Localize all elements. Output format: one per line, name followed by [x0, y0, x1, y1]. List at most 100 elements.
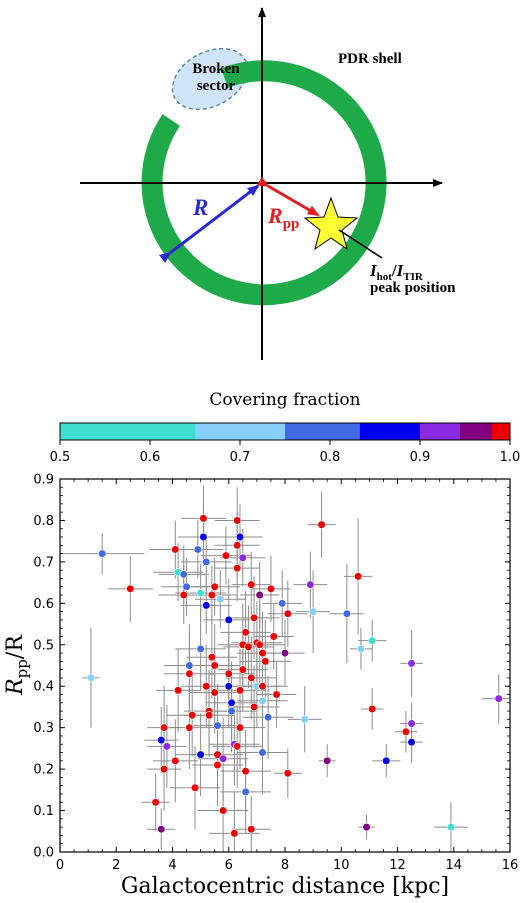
- broken-sector-label-line2: sector: [197, 78, 236, 94]
- data-point: [247, 825, 256, 834]
- data-point: [247, 580, 256, 589]
- axis-ticks: 0 2 4 6 8 10 12 14 16 0.0 0.1 0.2 0.3 0.4 0.5 0.6 0.7 0.8…: [33, 473, 518, 874]
- data-point: [401, 727, 411, 736]
- colorbar-segment-2: [285, 423, 360, 440]
- colorbar-segment-6: [492, 423, 510, 440]
- data-point: [185, 723, 194, 732]
- y-tick-label: 0.4: [33, 680, 54, 695]
- pdr-diagram: Broken sector PDR shell R Rpp Ihot/ITIR …: [80, 7, 456, 360]
- x-tick-label: 4: [168, 858, 176, 873]
- data-point: [190, 783, 200, 792]
- data-point: [356, 644, 366, 654]
- data-point: [283, 769, 292, 778]
- colorbar-tick-label: 0.8: [320, 450, 341, 465]
- radius-arrow: [159, 184, 260, 264]
- colorbar-tick-label: 0.9: [410, 450, 431, 465]
- y-tick-label: 0.9: [33, 473, 54, 488]
- data-point: [241, 767, 250, 776]
- data-point: [258, 682, 267, 691]
- colorbar-segment-0: [60, 423, 195, 440]
- data-point: [188, 711, 197, 720]
- data-point: [235, 723, 245, 732]
- colorbar-segment-4: [420, 423, 460, 440]
- error-bars: [60, 485, 510, 852]
- data-point: [269, 632, 278, 641]
- colorbar-tick-label: 0.7: [230, 450, 251, 465]
- x-tick-label: 6: [225, 858, 233, 873]
- data-point: [210, 582, 219, 591]
- data-point: [221, 551, 231, 560]
- data-point: [261, 657, 270, 666]
- colorbar-tick-label: 1.0: [500, 450, 520, 465]
- data-point: [157, 735, 166, 745]
- data-point: [213, 750, 222, 759]
- data-point: [241, 628, 250, 637]
- data-point: [264, 713, 273, 722]
- data-points: [86, 514, 503, 838]
- data-point: [407, 659, 416, 668]
- x-tick-label: 2: [112, 858, 120, 873]
- data-point: [255, 640, 264, 649]
- y-tick-label: 0.1: [33, 804, 54, 819]
- data-point: [407, 738, 416, 747]
- data-point: [224, 615, 233, 625]
- x-tick-label: 12: [389, 858, 406, 873]
- colorbar-segments: [60, 423, 510, 440]
- data-point: [207, 590, 216, 600]
- data-point: [300, 715, 309, 724]
- data-point: [280, 648, 290, 658]
- data-point: [171, 756, 180, 765]
- data-point: [235, 532, 245, 542]
- data-point: [241, 787, 250, 797]
- data-point: [306, 580, 315, 589]
- data-point: [126, 584, 135, 593]
- data-point: [238, 665, 247, 674]
- data-point: [151, 798, 160, 807]
- colorbar-frame: [59, 422, 511, 441]
- data-point: [179, 590, 188, 600]
- data-point: [193, 545, 202, 554]
- x-tick-label: 14: [445, 858, 462, 873]
- x-axis-label: Galactocentric distance [kpc]: [121, 874, 449, 899]
- data-point: [219, 806, 228, 815]
- y-tick-label: 0.0: [33, 846, 54, 861]
- colorbar-title: Covering fraction: [209, 390, 360, 410]
- data-point: [196, 750, 205, 759]
- data-point: [235, 686, 245, 695]
- data-point: [233, 742, 242, 751]
- data-point: [213, 760, 222, 770]
- broken-sector-ellipse: [171, 47, 249, 111]
- scatter-plot: 0 2 4 6 8 10 12 14 16 0.0 0.1 0.2 0.3 0.4 0.5 0.6 0.7 0.8…: [3, 473, 518, 900]
- peak-label-line2: peak position: [370, 280, 456, 296]
- pdr-shell-label: PDR shell: [338, 51, 402, 67]
- data-point: [244, 642, 253, 651]
- y-tick-label: 0.8: [33, 514, 54, 529]
- data-point: [210, 661, 219, 670]
- colorbar: Covering fraction 0.5 0.6 0.7 0.8 0.9 1.0: [50, 390, 520, 465]
- data-point: [227, 698, 236, 707]
- peak-label: Ihot/ITIR: [369, 261, 424, 283]
- broken-sector-label: Broken: [192, 61, 240, 77]
- y-tick-label: 0.2: [33, 763, 54, 778]
- data-point: [171, 545, 180, 554]
- data-point: [407, 719, 416, 728]
- data-point: [258, 696, 267, 705]
- data-point: [224, 669, 233, 678]
- data-point: [185, 661, 194, 670]
- data-point: [162, 742, 171, 751]
- data-point: [227, 706, 236, 716]
- data-point: [185, 669, 194, 678]
- colorbar-tick-label: 0.5: [50, 450, 71, 465]
- data-point: [202, 601, 211, 610]
- data-point: [249, 702, 259, 712]
- data-point: [157, 825, 166, 834]
- data-point: [179, 570, 188, 579]
- data-point: [204, 711, 214, 720]
- x-tick-label: 10: [333, 858, 350, 873]
- data-point: [199, 532, 208, 542]
- x-tick-label: 0: [56, 858, 64, 873]
- data-point: [283, 609, 292, 618]
- y-tick-label: 0.7: [33, 555, 54, 570]
- data-point: [182, 582, 191, 591]
